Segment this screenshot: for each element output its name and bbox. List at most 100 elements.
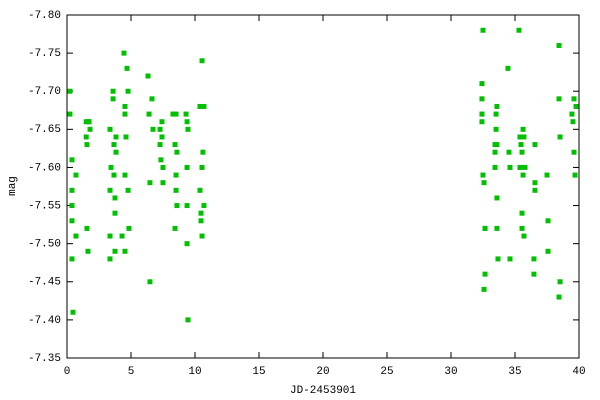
point (183, 111, 189, 117)
point (159, 134, 165, 140)
point (507, 164, 513, 170)
point (70, 309, 76, 315)
point (83, 134, 89, 140)
point (531, 256, 537, 262)
point (495, 256, 501, 262)
point (84, 142, 90, 148)
point (122, 248, 128, 254)
point (69, 203, 75, 209)
point (493, 126, 499, 132)
point (197, 187, 203, 193)
point (112, 248, 118, 254)
point (107, 187, 113, 193)
point (545, 248, 551, 254)
point (107, 233, 113, 239)
point (124, 65, 130, 71)
point (571, 149, 577, 155)
point (86, 119, 92, 125)
point (150, 126, 156, 132)
point (67, 111, 73, 117)
point (184, 203, 190, 209)
point (494, 142, 500, 148)
y-tick-label: -7.60 (28, 162, 61, 174)
point (69, 157, 75, 163)
point (480, 172, 486, 178)
point (111, 142, 117, 148)
point (112, 210, 118, 216)
point (518, 142, 524, 148)
point (145, 73, 151, 79)
point (125, 88, 131, 94)
point (108, 164, 114, 170)
point (84, 225, 90, 231)
point (556, 42, 562, 48)
point (519, 210, 525, 216)
y-tick-label: -7.65 (28, 124, 61, 136)
x-tick-label: 20 (316, 366, 329, 378)
y-tick-label: -7.70 (28, 86, 61, 98)
point (201, 203, 207, 209)
point (111, 172, 117, 178)
point (157, 126, 163, 132)
point (174, 149, 180, 155)
point (557, 279, 563, 285)
plot-frame (66, 14, 580, 359)
y-axis-label: mag (7, 176, 19, 196)
point (122, 103, 128, 109)
point (126, 225, 132, 231)
point (121, 50, 127, 56)
point (494, 225, 500, 231)
point (517, 134, 523, 140)
point (174, 203, 180, 209)
point (160, 164, 166, 170)
point (199, 58, 205, 64)
point (113, 149, 119, 155)
point (479, 119, 485, 125)
x-tick-label: 25 (380, 366, 393, 378)
point (569, 111, 575, 117)
point (520, 126, 526, 132)
x-tick-label: 30 (444, 366, 457, 378)
y-tick-label: -7.50 (28, 239, 61, 251)
point (481, 286, 487, 292)
point (199, 164, 205, 170)
point (172, 142, 178, 148)
point (557, 134, 563, 140)
x-axis-label: JD-2453901 (290, 385, 356, 397)
point (532, 142, 538, 148)
point (122, 172, 128, 178)
point (506, 149, 512, 155)
point (507, 256, 513, 262)
point (573, 103, 579, 109)
point (521, 233, 527, 239)
point (147, 279, 153, 285)
point (492, 164, 498, 170)
point (159, 119, 165, 125)
point (197, 103, 203, 109)
point (492, 149, 498, 155)
point (571, 96, 577, 102)
point (160, 180, 166, 186)
point (67, 88, 73, 94)
point (122, 111, 128, 117)
point (158, 157, 164, 163)
point (173, 172, 179, 178)
point (532, 187, 538, 193)
point (519, 149, 525, 155)
point (147, 180, 153, 186)
point (185, 317, 191, 323)
point (479, 81, 485, 87)
point (69, 256, 75, 262)
point (572, 172, 578, 178)
point (123, 134, 129, 140)
point (520, 172, 526, 178)
point (198, 218, 204, 224)
point (482, 271, 488, 277)
x-tick-label: 5 (128, 366, 135, 378)
point (125, 187, 131, 193)
point (505, 65, 511, 71)
point (198, 210, 204, 216)
point (494, 103, 500, 109)
point (516, 27, 522, 33)
point (480, 27, 486, 33)
